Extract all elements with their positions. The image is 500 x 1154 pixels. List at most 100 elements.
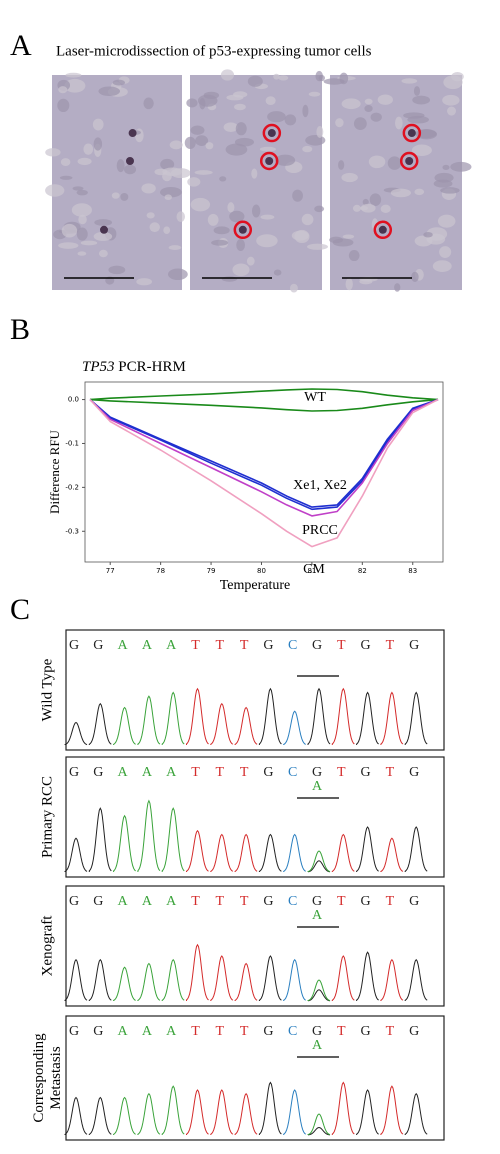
texture [450,161,472,172]
texture [414,188,425,196]
base: T [191,1024,200,1039]
base: T [386,894,395,909]
dissection-outline [259,151,279,171]
texture [412,95,431,105]
texture [290,283,298,293]
cell [265,157,274,165]
base: G [361,638,371,653]
annotation: WT [304,390,326,405]
peak [88,958,112,1001]
base: A [142,638,153,653]
texture [160,158,175,170]
texture [368,155,386,169]
peak [307,1126,331,1136]
hrm-curve [89,388,439,401]
peak [137,1092,161,1135]
peak [161,691,185,745]
texture [307,243,328,250]
cell [407,129,416,138]
base: G [312,894,322,909]
base: T [337,1024,346,1039]
texture [186,98,198,108]
texture [92,118,104,131]
row-label: Corresponding [31,1033,47,1123]
texture [387,156,402,170]
base: G [263,765,273,780]
texture [377,94,393,105]
texture [229,210,245,223]
cell [405,157,414,165]
base: T [216,894,225,909]
annotation: CM [303,562,325,577]
texture [65,72,82,78]
peak [331,833,355,872]
texture [60,158,71,167]
texture [442,94,460,106]
texture [278,75,289,81]
texture [98,86,121,96]
texture [76,227,88,241]
texture [247,75,263,87]
base: C [288,765,297,780]
texture [58,86,68,94]
base: T [386,638,395,653]
micrograph [190,75,322,290]
cell [267,129,276,138]
texture [83,143,94,155]
base: A [166,638,177,653]
texture [195,135,209,146]
annotation: Xe1, Xe2 [293,478,347,493]
peak [307,860,331,873]
texture [432,260,452,272]
texture [136,278,153,286]
peak [258,955,282,1001]
texture [235,122,247,136]
base: A [142,1024,153,1039]
mutant-base: A [312,779,323,794]
texture [143,97,154,110]
base: G [93,894,103,909]
peak [307,687,331,745]
peak [307,989,331,1002]
texture [316,125,324,138]
texture [447,106,457,116]
texture [146,212,155,219]
texture [163,226,171,235]
texture [232,263,250,277]
texture [359,206,369,211]
texture [407,115,429,124]
texture [111,192,120,199]
base: G [361,894,371,909]
texture [226,94,244,101]
peak [64,837,88,872]
base: G [93,765,103,780]
y-tick-label: 0.0 [68,396,79,404]
peak [64,1096,88,1135]
texture [275,154,296,166]
texture [112,79,125,86]
base: T [240,638,249,653]
texture [184,136,196,150]
peak [88,807,112,872]
peak [64,721,88,746]
peak [234,1092,258,1135]
texture [369,193,382,206]
base: T [240,1024,249,1039]
texture [256,234,278,248]
base: G [312,638,322,653]
texture [223,122,238,133]
texture [401,78,418,84]
peak [161,1085,185,1135]
base: G [69,638,79,653]
base: T [337,765,346,780]
base: A [118,765,129,780]
peak [113,814,136,872]
dissection-outline [402,123,422,143]
texture [149,222,160,233]
base: T [240,894,249,909]
texture [352,204,361,212]
texture [353,117,367,130]
texture [259,146,276,152]
texture [251,204,261,218]
